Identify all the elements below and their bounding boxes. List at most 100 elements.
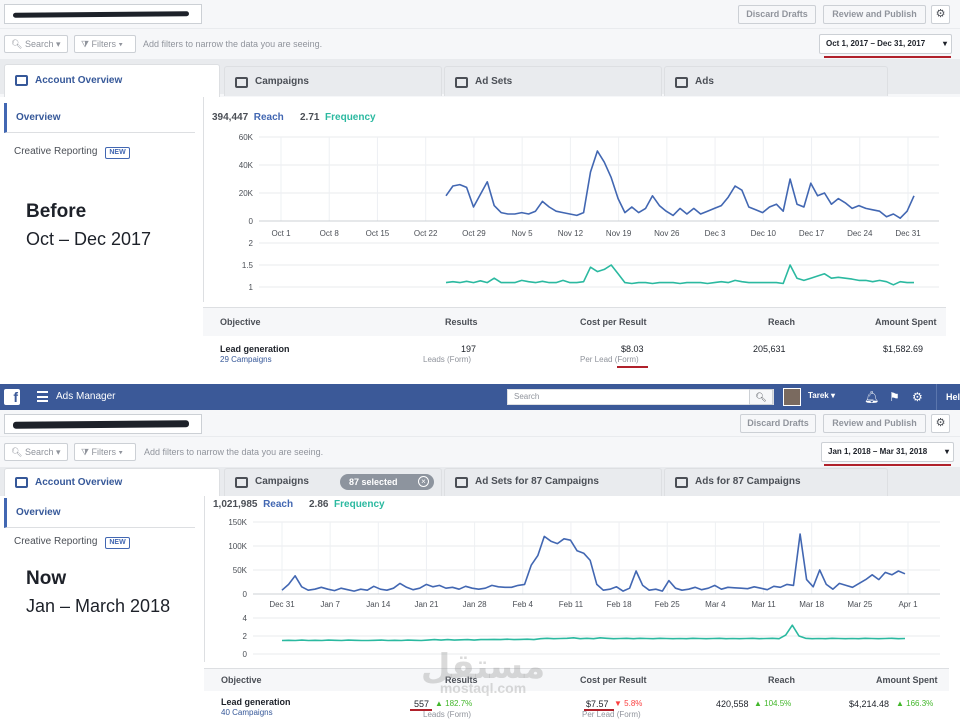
flag-icon[interactable]: ⚑ [889,390,900,404]
tab-adsets[interactable]: Ad Sets [444,66,662,96]
selected-count-pill[interactable]: 87 selected × [340,474,434,490]
facebook-top-bar: f Ads Manager Search 🔍︎ Tarek ▾ 🔔︎ ⚑ ⚙ He… [0,384,960,410]
nav-creative-label: Creative Reporting [14,146,98,157]
tab-ads[interactable]: Ads for 87 Campaigns [664,468,888,496]
tab-account-overview[interactable]: Account Overview [4,64,220,98]
review-publish-button[interactable]: Review and Publish [823,414,926,433]
filter-bar: 🔍︎ Search ▾ ⧩ Filters ▾ Add filters to n… [0,28,960,60]
row-cost-per-result: $7.57 [586,699,609,709]
tab-row: Account Overview Campaigns Ad Sets Ads [0,60,960,98]
tab-account-label: Account Overview [35,75,123,86]
search-filter-button[interactable]: 🔍︎ Search ▾ [4,443,68,461]
filter-hint: Add filters to narrow the data you are s… [144,447,324,457]
col-cost-per-result: Cost per Result [580,675,647,685]
tab-ads[interactable]: Ads [664,66,888,96]
x-tick-label: Oct 8 [320,229,340,238]
reach-label: Reach [263,499,294,510]
search-filter-button[interactable]: 🔍︎ Search ▾ [4,35,68,53]
row-cost-per-result: $8.03 [621,344,644,354]
search-icon[interactable]: 🔍︎ [749,389,773,405]
reach-y-tick: 100K [228,542,247,551]
filters-button[interactable]: ⧩ Filters ▾ [74,35,136,53]
filters-label: Filters [91,447,117,457]
frequency-label: Frequency [334,499,385,510]
amount-change-value: 166.3% [906,699,934,708]
global-search-input[interactable]: Search 🔍︎ [507,389,774,405]
row-amount-spent: $1,582.69 [883,344,924,354]
x-tick-label: Jan 21 [414,600,439,609]
clear-selection-icon[interactable]: × [418,476,429,487]
frequency-y-tick: 1 [249,283,254,292]
date-range-highlight [824,464,951,466]
frequency-y-tick: 4 [243,614,248,623]
nav-creative-reporting[interactable]: Creative Reporting NEW [4,527,195,557]
row-cpr-sub: Per Lead (Form) [580,355,639,364]
selected-count-label: 87 selected [349,477,398,487]
nav-overview[interactable]: Overview [4,498,195,528]
table-header [204,669,949,691]
discard-drafts-button[interactable]: Discard Drafts [738,5,816,24]
settings-gear-icon[interactable]: ⚙ [931,414,950,433]
results-table: Objective Results Cost per Result Reach … [204,668,949,720]
review-publish-button[interactable]: Review and Publish [823,5,926,24]
grid-icon [455,477,468,488]
account-icon [15,477,28,488]
grid-icon [455,77,468,88]
reach-metric: 394,447 Reach [212,112,284,123]
date-range-picker[interactable]: Jan 1, 2018 – Mar 31, 2018 ▾ [821,442,954,462]
date-range-highlight [824,56,951,58]
tab-account-overview[interactable]: Account Overview [4,468,220,500]
x-tick-label: Nov 19 [606,229,632,238]
x-tick-label: Dec 31 [895,229,921,238]
avatar[interactable] [783,388,801,406]
discard-drafts-button[interactable]: Discard Drafts [740,414,816,433]
tab-campaigns[interactable]: Campaigns [224,66,442,96]
side-nav: Overview Creative Reporting NEW [0,97,200,384]
x-tick-label: Dec 10 [751,229,777,238]
bell-icon[interactable]: 🔔︎ [864,390,880,404]
funnel-icon: ⧩ [81,447,90,457]
nav-overview[interactable]: Overview [4,103,195,133]
user-menu[interactable]: Tarek ▾ [808,391,836,400]
funnel-icon: ⧩ [81,39,90,49]
tab-campaigns[interactable]: Campaigns [224,468,442,496]
chevron-down-icon: ▾ [944,447,949,456]
filters-button[interactable]: ⧩ Filters ▾ [74,443,136,461]
frequency-y-tick: 2 [243,632,248,641]
reach-series-line [281,533,906,592]
main-content: Overview Creative Reporting NEW Before Oc… [0,97,960,384]
tab-account-label: Account Overview [35,477,123,488]
menu-icon[interactable] [37,391,48,402]
table-header [203,308,946,336]
settings-gear-icon[interactable]: ⚙ [931,5,950,24]
facebook-logo-icon[interactable]: f [4,389,20,405]
frequency-y-tick: 0 [243,650,248,659]
row-campaigns-link[interactable]: 29 Campaigns [220,355,272,364]
date-range-picker[interactable]: Oct 1, 2017 – Dec 31, 2017 ▾ [819,34,952,54]
nav-creative-reporting[interactable]: Creative Reporting NEW [4,137,195,167]
reach-series-line [445,150,915,219]
search-filter-label: Search [24,39,54,49]
folder-icon [235,477,248,488]
x-tick-label: Mar 11 [751,600,776,609]
frequency-label: Frequency [325,112,376,123]
gear-icon[interactable]: ⚙ [912,390,923,404]
nav-creative-label: Creative Reporting [14,536,98,547]
period-range: Oct – Dec 2017 [26,229,152,249]
reach-value: 1,021,985 [213,499,258,510]
row-results: 557 [414,699,430,709]
tab-adsets[interactable]: Ad Sets for 87 Campaigns [444,468,662,496]
row-results: 197 [461,344,477,354]
frequency-series-line [445,264,914,286]
row-campaigns-link[interactable]: 40 Campaigns [221,708,273,717]
x-tick-label: Mar 25 [847,600,872,609]
col-cost-per-result: Cost per Result [580,317,647,327]
row-results-sub: Leads (Form) [423,710,472,719]
col-results: Results [445,675,478,685]
x-tick-label: Mar 4 [705,600,726,609]
account-name-redacted [4,414,202,434]
search-icon: 🔍︎ [11,39,23,49]
help-link[interactable]: Hel [946,392,960,402]
results-table: Objective Results Cost per Result Reach … [203,307,946,384]
cpr-change: ▼ 5.8% [614,699,643,708]
